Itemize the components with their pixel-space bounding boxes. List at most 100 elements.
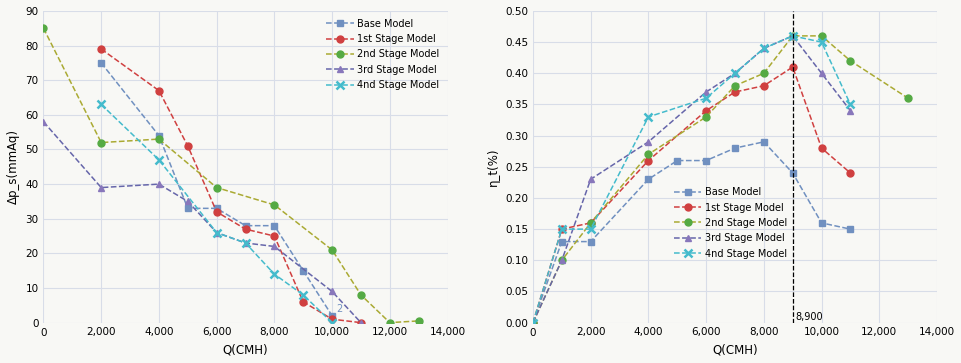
- Line: 4nd Stage Model: 4nd Stage Model: [97, 100, 336, 327]
- 3rd Stage Model: [786, 34, 798, 38]
- 1st Stage Model: [786, 65, 798, 69]
- 2nd Stage Model: [757, 71, 769, 76]
- Base Model: [671, 158, 682, 163]
- 4nd Stage Model: [153, 158, 164, 162]
- 4nd Stage Model: [728, 71, 740, 76]
- Line: 2nd Stage Model: 2nd Stage Model: [529, 32, 911, 326]
- 3rd Stage Model: [757, 46, 769, 50]
- 2nd Stage Model: [728, 83, 740, 88]
- 3rd Stage Model: [728, 71, 740, 76]
- 1st Stage Model: [555, 227, 567, 231]
- Line: 3rd Stage Model: 3rd Stage Model: [40, 118, 364, 326]
- 1st Stage Model: [844, 171, 855, 175]
- 1st Stage Model: [700, 109, 711, 113]
- Base Model: [728, 146, 740, 150]
- Y-axis label: η_t(%): η_t(%): [486, 147, 499, 186]
- 3rd Stage Model: [355, 321, 366, 325]
- Base Model: [95, 61, 107, 65]
- 2nd Stage Model: [37, 26, 49, 30]
- 4nd Stage Model: [555, 227, 567, 231]
- 1st Stage Model: [268, 234, 280, 238]
- 3rd Stage Model: [700, 90, 711, 94]
- 1st Stage Model: [527, 321, 538, 325]
- 4nd Stage Model: [757, 46, 769, 50]
- Line: 3rd Stage Model: 3rd Stage Model: [529, 32, 853, 326]
- Base Model: [297, 269, 308, 273]
- 1st Stage Model: [757, 83, 769, 88]
- Base Model: [757, 140, 769, 144]
- 1st Stage Model: [210, 210, 222, 214]
- 1st Stage Model: [297, 300, 308, 304]
- Legend: Base Model, 1st Stage Model, 2nd Stage Model, 3rd Stage Model, 4nd Stage Model: Base Model, 1st Stage Model, 2nd Stage M…: [323, 16, 442, 93]
- 2nd Stage Model: [210, 185, 222, 190]
- Base Model: [153, 134, 164, 138]
- 3rd Stage Model: [584, 177, 596, 182]
- 4nd Stage Model: [700, 96, 711, 101]
- 3rd Stage Model: [239, 241, 251, 245]
- 3rd Stage Model: [95, 185, 107, 190]
- 1st Stage Model: [95, 47, 107, 51]
- 4nd Stage Model: [642, 115, 653, 119]
- 2nd Stage Model: [901, 96, 913, 101]
- 3rd Stage Model: [815, 71, 826, 76]
- 3rd Stage Model: [326, 289, 337, 294]
- 2nd Stage Model: [584, 221, 596, 225]
- Base Model: [210, 206, 222, 211]
- Base Model: [326, 314, 337, 318]
- 1st Stage Model: [326, 317, 337, 321]
- 4nd Stage Model: [815, 40, 826, 44]
- 4nd Stage Model: [297, 293, 308, 297]
- 3rd Stage Model: [555, 258, 567, 262]
- Base Model: [786, 171, 798, 175]
- 2nd Stage Model: [383, 321, 395, 325]
- Base Model: [239, 224, 251, 228]
- Line: 1st Stage Model: 1st Stage Model: [98, 46, 364, 326]
- Line: 1st Stage Model: 1st Stage Model: [529, 64, 853, 326]
- Base Model: [642, 177, 653, 182]
- 4nd Stage Model: [210, 231, 222, 235]
- 1st Stage Model: [153, 89, 164, 93]
- 4nd Stage Model: [239, 241, 251, 245]
- Base Model: [700, 158, 711, 163]
- 4nd Stage Model: [95, 102, 107, 107]
- Line: 4nd Stage Model: 4nd Stage Model: [529, 32, 853, 327]
- 3rd Stage Model: [527, 321, 538, 325]
- 2nd Stage Model: [95, 140, 107, 145]
- 1st Stage Model: [239, 227, 251, 231]
- 3rd Stage Model: [210, 231, 222, 235]
- 3rd Stage Model: [844, 109, 855, 113]
- Base Model: [527, 321, 538, 325]
- 4nd Stage Model: [584, 227, 596, 231]
- Base Model: [815, 221, 826, 225]
- 2nd Stage Model: [815, 34, 826, 38]
- 1st Stage Model: [815, 146, 826, 150]
- 4nd Stage Model: [527, 321, 538, 325]
- Line: Base Model: Base Model: [98, 60, 335, 319]
- 2nd Stage Model: [700, 115, 711, 119]
- Line: 2nd Stage Model: 2nd Stage Model: [40, 25, 422, 326]
- Text: 8,900: 8,900: [794, 311, 822, 322]
- 4nd Stage Model: [786, 34, 798, 38]
- 4nd Stage Model: [326, 321, 337, 325]
- Base Model: [844, 227, 855, 231]
- 4nd Stage Model: [844, 102, 855, 107]
- Legend: Base Model, 1st Stage Model, 2nd Stage Model, 3rd Stage Model, 4nd Stage Model: Base Model, 1st Stage Model, 2nd Stage M…: [671, 184, 790, 261]
- 2nd Stage Model: [268, 203, 280, 207]
- Base Model: [555, 240, 567, 244]
- Y-axis label: Δp_s(mmAq): Δp_s(mmAq): [7, 129, 20, 204]
- 3rd Stage Model: [642, 140, 653, 144]
- 2nd Stage Model: [642, 152, 653, 156]
- 2nd Stage Model: [326, 248, 337, 252]
- Base Model: [182, 206, 193, 211]
- 3rd Stage Model: [37, 119, 49, 124]
- 2nd Stage Model: [527, 321, 538, 325]
- X-axis label: Q(CMH): Q(CMH): [711, 343, 757, 356]
- 3rd Stage Model: [153, 182, 164, 186]
- 4nd Stage Model: [268, 272, 280, 276]
- 2nd Stage Model: [355, 293, 366, 297]
- 1st Stage Model: [728, 90, 740, 94]
- 3rd Stage Model: [182, 199, 193, 204]
- 1st Stage Model: [642, 158, 653, 163]
- 1st Stage Model: [355, 321, 366, 325]
- 1st Stage Model: [182, 144, 193, 148]
